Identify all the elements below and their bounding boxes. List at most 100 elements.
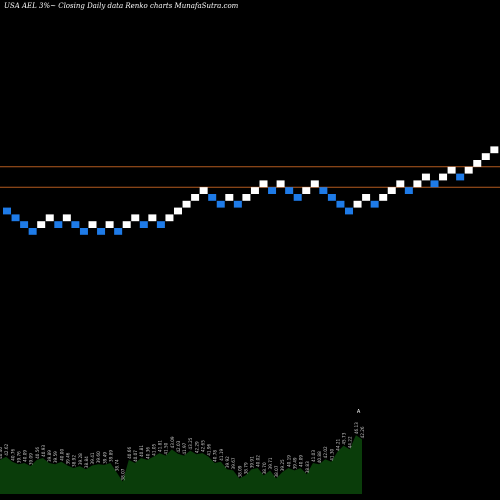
volume-label: 42.62 [4,443,9,455]
volume-label: 42.02 [323,446,328,458]
volume-label: 43.25 [188,437,193,449]
volume-label: 42.03 [176,440,181,452]
renko-brick [447,166,456,174]
renko-brick [439,173,448,181]
renko-brick [11,214,20,222]
renko-brick [473,160,482,167]
renko-brick [20,221,29,228]
volume-label: 39.49 [102,452,107,464]
renko-brick [345,207,353,215]
renko-brick [216,200,225,208]
renko-brick [319,187,328,194]
volume-label: 40.81 [139,445,144,457]
volume-label: 39.49 [293,457,298,469]
renko-brick [199,187,208,194]
volume-label: 43.09 [170,436,175,448]
volume-label: 40.36 [145,447,150,459]
renko-brick [88,221,97,228]
volume-label: 38.83 [305,461,310,473]
renko-brick [285,187,294,194]
renko-brick [387,187,396,194]
volume-label: 40.09 [23,450,28,462]
renko-brick [156,221,165,228]
renko-brick [122,221,131,228]
volume-label: 39.28 [78,453,83,465]
volume-label: 40.00 [59,449,64,461]
renko-brick [302,187,311,194]
volume-label: 38.09 [237,465,242,477]
volume-area [0,435,362,494]
volume-label: 40.02 [256,455,261,467]
renko-brick [379,194,388,201]
volume-label: 39.71 [268,457,273,469]
volume-label: 39.25 [280,459,285,471]
renko-brick [45,214,54,222]
renko-brick [79,228,88,235]
renko-brick [233,200,242,208]
renko-brick [268,187,277,194]
renko-brick [182,200,191,208]
volume-label: 41.50 [164,442,169,454]
renko-brick [54,221,63,228]
renko-brick [362,194,371,201]
volume-label: 40.78 [213,450,218,462]
renko-brick [37,221,46,228]
renko-brick [293,194,302,201]
volume-label: 40.56 [35,447,40,459]
renko-brick [250,187,259,194]
volume-label: 39.46 [65,452,70,464]
volume-label: 40.19 [286,455,291,467]
volume-label: 44.22 [348,436,353,448]
renko-brick [490,146,499,154]
volume-label: 40.66 [127,447,132,459]
renko-brick [165,214,174,222]
chart-title: USA AEL 3%~ Closing Daily data Renko cha… [4,2,239,10]
renko-brick [225,194,234,201]
volume-label: 40.09 [299,455,304,467]
renko-brick [404,187,413,194]
renko-brick [430,180,439,188]
renko-brick [174,207,182,215]
volume-label: 39.41 [90,452,95,464]
renko-brick [105,221,114,228]
renko-brick [413,180,422,188]
volume-label: 41.03 [311,450,316,462]
renko-brick [71,221,80,228]
renko-brick [276,180,285,188]
renko-brick [208,194,217,201]
volume-label: 40.07 [133,450,138,462]
volume-label: 38.07 [274,465,279,477]
volume-label: 44.21 [336,439,341,451]
volume-label: 42.65 [200,440,205,452]
renko-brick [327,194,336,201]
volume-label: 39.91 [250,456,255,468]
volume-label: 40.88 [317,451,322,463]
renko-brick [481,153,490,160]
renko-brick [28,228,37,235]
volume-label: 38.07 [121,468,126,480]
renko-brick [370,200,379,208]
volume-label: 38.70 [262,462,267,474]
volume-label: 39.92 [225,456,230,468]
volume-label: 39.67 [231,457,236,469]
volume-label: 41.81 [157,440,162,452]
volume-label: 38.79 [243,462,248,474]
renko-brick [3,207,11,215]
volume-label: 38.74 [115,459,120,471]
volume-label: 41.96 [207,443,212,455]
renko-brick [242,194,251,201]
volume-label: 42.26 [360,426,365,438]
volume-label: 41.05 [151,443,156,455]
volume-label: 39.89 [108,450,113,462]
volume-label: 39.59 [53,451,58,463]
renko-brick [62,214,71,222]
volume-label: 40.76 [10,449,15,461]
volume-label: 42.29 [194,441,199,453]
renko-brick [464,166,473,174]
volume-label: 39.09 [29,453,34,465]
renko-brick [131,214,140,222]
renko-brick [148,214,157,222]
volume-label: 41.97 [182,442,187,454]
volume-label: 41.19 [219,448,224,460]
